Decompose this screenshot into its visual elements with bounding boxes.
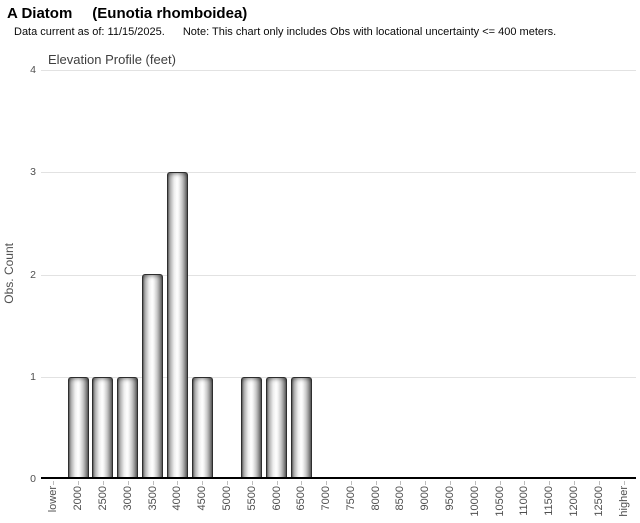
x-tick-8000 bbox=[376, 481, 377, 485]
bar-2500 bbox=[92, 377, 113, 477]
x-tick-label-8000: 8000 bbox=[370, 486, 382, 511]
y-tick-label-2: 2 bbox=[30, 269, 36, 281]
y-tick-label-1: 1 bbox=[30, 371, 36, 383]
title-common-name: A Diatom bbox=[7, 5, 73, 22]
x-tick-label-7500: 7500 bbox=[345, 486, 357, 511]
y-tick-label-4: 4 bbox=[30, 64, 36, 76]
x-tick-label-4000: 4000 bbox=[171, 486, 183, 511]
x-tick-2000 bbox=[78, 481, 79, 485]
x-tick-label-9500: 9500 bbox=[444, 486, 456, 511]
x-tick-label-9000: 9000 bbox=[419, 486, 431, 511]
x-tick-label-11500: 11500 bbox=[543, 486, 555, 516]
x-tick-higher bbox=[624, 481, 625, 485]
x-tick-label-11000: 11000 bbox=[518, 486, 530, 516]
x-tick-label-12500: 12500 bbox=[593, 486, 605, 517]
x-tick-11000 bbox=[524, 481, 525, 485]
chart-title: Elevation Profile (feet) bbox=[48, 52, 176, 67]
data-current-text: Data current as of: 11/15/2025. bbox=[14, 26, 165, 38]
x-tick-11500 bbox=[549, 481, 550, 485]
gridline-y-1 bbox=[41, 377, 636, 378]
x-tick-label-3000: 3000 bbox=[122, 486, 134, 511]
y-tick-label-3: 3 bbox=[30, 166, 36, 178]
title-scientific-name: (Eunotia rhomboidea) bbox=[92, 5, 248, 22]
x-tick-label-4500: 4500 bbox=[196, 486, 208, 511]
x-tick-3000 bbox=[128, 481, 129, 485]
bar-4000 bbox=[167, 172, 188, 477]
x-tick-3500 bbox=[153, 481, 154, 485]
bar-3500 bbox=[142, 274, 163, 477]
x-tick-10500 bbox=[500, 481, 501, 485]
x-tick-5000 bbox=[227, 481, 228, 485]
x-tick-label-5000: 5000 bbox=[221, 486, 233, 511]
x-tick-label-8500: 8500 bbox=[394, 486, 406, 511]
x-tick-label-3500: 3500 bbox=[147, 486, 159, 511]
x-tick-8500 bbox=[400, 481, 401, 485]
x-tick-6500 bbox=[301, 481, 302, 485]
y-tick-label-0: 0 bbox=[30, 473, 36, 485]
bar-3000 bbox=[117, 377, 138, 477]
bar-6500 bbox=[291, 377, 312, 477]
gridline-y-3 bbox=[41, 172, 636, 173]
page-title: A Diatom (Eunotia rhomboidea) bbox=[7, 5, 247, 22]
x-tick-lower bbox=[53, 481, 54, 485]
x-tick-12500 bbox=[599, 481, 600, 485]
bar-4500 bbox=[192, 377, 213, 477]
x-tick-7000 bbox=[326, 481, 327, 485]
x-tick-label-2500: 2500 bbox=[97, 486, 109, 511]
x-tick-6000 bbox=[277, 481, 278, 485]
x-tick-7500 bbox=[351, 481, 352, 485]
x-axis-line bbox=[41, 477, 636, 479]
bar-6000 bbox=[266, 377, 287, 477]
x-tick-4000 bbox=[177, 481, 178, 485]
x-tick-label-5500: 5500 bbox=[246, 486, 258, 511]
x-tick-label-6000: 6000 bbox=[271, 486, 283, 511]
x-tick-label-2000: 2000 bbox=[72, 486, 84, 511]
x-tick-label-lower: lower bbox=[47, 486, 59, 513]
plot-area bbox=[41, 70, 636, 477]
x-tick-label-6500: 6500 bbox=[295, 486, 307, 511]
x-tick-label-7000: 7000 bbox=[320, 486, 332, 511]
bar-5500 bbox=[241, 377, 262, 477]
x-tick-4500 bbox=[202, 481, 203, 485]
x-tick-9000 bbox=[425, 481, 426, 485]
gridline-y-2 bbox=[41, 275, 636, 276]
x-tick-10000 bbox=[475, 481, 476, 485]
gridline-y-4 bbox=[41, 70, 636, 71]
uncertainty-note-text: Note: This chart only includes Obs with … bbox=[182, 26, 557, 38]
x-tick-label-10000: 10000 bbox=[469, 486, 481, 517]
x-tick-label-higher: higher bbox=[618, 486, 630, 517]
x-tick-label-10500: 10500 bbox=[494, 486, 506, 517]
bar-2000 bbox=[68, 377, 89, 477]
x-tick-label-12000: 12000 bbox=[568, 486, 580, 517]
x-tick-9500 bbox=[450, 481, 451, 485]
x-tick-5500 bbox=[252, 481, 253, 485]
x-tick-12000 bbox=[574, 481, 575, 485]
x-tick-2500 bbox=[103, 481, 104, 485]
page-subtitle: Data current as of: 11/15/2025. Note: Thi… bbox=[14, 26, 556, 38]
